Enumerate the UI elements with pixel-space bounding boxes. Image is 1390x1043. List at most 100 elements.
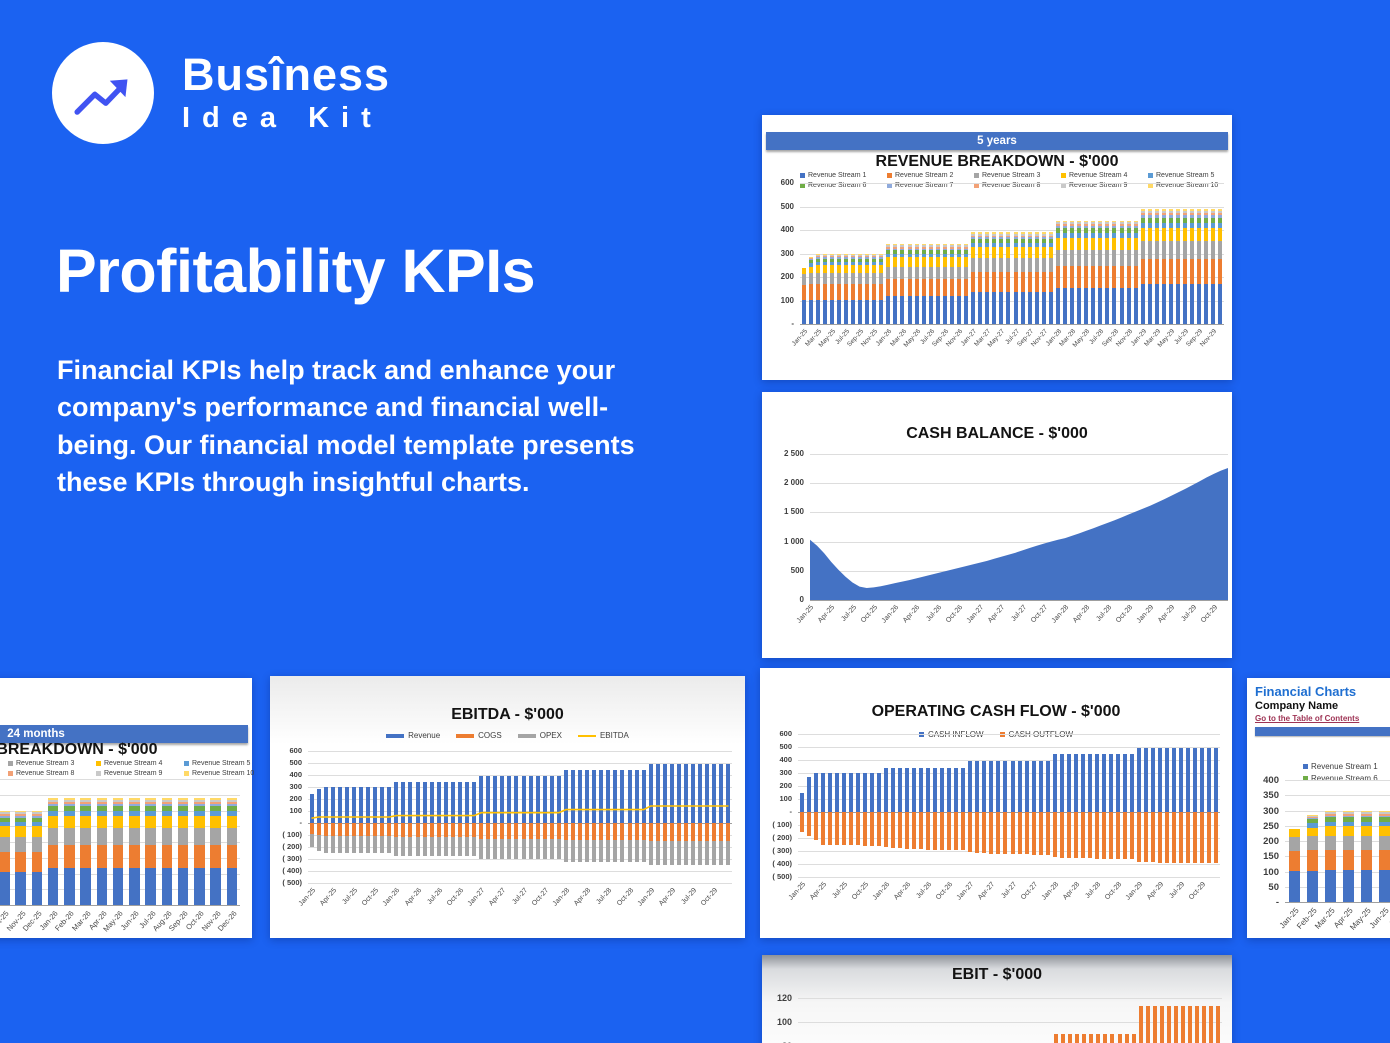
bar-segment [865, 273, 870, 285]
gridline [798, 864, 1220, 865]
bar-segment [942, 266, 947, 279]
bar-segment [129, 815, 140, 828]
bar-segment [177, 868, 189, 905]
bar-segment [893, 248, 898, 251]
bar-positive [719, 764, 724, 823]
bar-segment [858, 284, 863, 300]
bar-positive [351, 787, 356, 823]
gridline [1285, 826, 1390, 827]
bar-segment [1020, 243, 1025, 248]
bar-positive [655, 764, 660, 823]
legend-marker [974, 183, 979, 188]
bar-segment [129, 799, 140, 802]
bar-negative [472, 823, 477, 838]
y-axis-label: 300 [780, 249, 794, 258]
bar-segment [1147, 222, 1152, 228]
legend-item: Revenue Stream 8 [8, 770, 96, 777]
bar-segment [1183, 215, 1188, 218]
gridline [810, 454, 1228, 455]
bar-negative [1024, 812, 1029, 855]
bar-segment [985, 235, 990, 238]
bar-segment [1147, 217, 1152, 223]
bar-segment [1211, 217, 1216, 223]
bar-segment [1183, 241, 1188, 259]
bar-negative [387, 823, 392, 837]
brand-header: Busîness Idea Kit [52, 42, 390, 144]
bar-segment [985, 239, 990, 244]
bar-segment [1176, 210, 1181, 213]
bar-positive [820, 773, 825, 812]
bar-segment [1091, 228, 1096, 234]
bar-segment [1027, 233, 1032, 236]
bar-negative [827, 812, 832, 845]
bar-segment [1154, 210, 1159, 213]
bar-segment [226, 805, 238, 811]
bar-negative [933, 812, 938, 850]
legend-item: Revenue Stream 5 [1148, 172, 1235, 179]
bar-negative [954, 812, 959, 851]
gridline [308, 847, 732, 848]
bar-segment [971, 247, 976, 259]
bar-negative [337, 823, 342, 837]
bar-segment [992, 258, 997, 273]
bar-positive [1059, 754, 1064, 812]
bar-segment [1119, 220, 1124, 223]
bar-segment [1140, 210, 1145, 213]
bar-segment [1055, 265, 1060, 289]
bar-negative [655, 841, 660, 865]
plot-area [1285, 780, 1390, 903]
plot-area [308, 751, 732, 884]
bar-segment [808, 257, 813, 258]
y-axis-label: 250 [1263, 821, 1279, 832]
bar-segment [15, 872, 26, 905]
bar-segment [914, 248, 919, 251]
bar-segment [1169, 210, 1173, 213]
bar-segment [80, 805, 91, 811]
bar-segment [210, 844, 221, 869]
table-of-contents-link[interactable]: Go to the Table of Contents [1255, 714, 1360, 723]
bar-segment [971, 235, 976, 238]
bar-segment [0, 821, 10, 827]
bar-segment [1034, 232, 1039, 234]
bar-segment [1119, 233, 1124, 238]
bar-segment [1041, 247, 1046, 259]
bar-segment [1197, 212, 1202, 216]
bar-segment [808, 258, 813, 260]
bar-segment [1055, 220, 1060, 223]
bar-positive [337, 787, 342, 823]
bar-segment [1169, 212, 1173, 216]
bar-negative [599, 823, 604, 840]
stacked-bar [1154, 208, 1159, 324]
bar-segment [1098, 220, 1103, 223]
bar-segment [879, 262, 884, 266]
bar-segment [1140, 215, 1145, 218]
bar-segment [928, 244, 933, 246]
bar-segment [1048, 247, 1053, 259]
bar-negative [712, 841, 717, 865]
bar-segment [1063, 222, 1067, 225]
bar-segment [1342, 817, 1354, 822]
bar-positive [876, 773, 881, 812]
bar-positive [684, 764, 689, 823]
bar-negative [1151, 812, 1156, 863]
bar-segment [872, 254, 877, 257]
bar-segment [1084, 265, 1089, 289]
bar-positive [443, 782, 448, 823]
bar-positive [1080, 754, 1085, 812]
bar-segment [1126, 222, 1131, 225]
y-axis-label: 80 [754, 1041, 792, 1043]
bar-segment [31, 817, 43, 822]
bar-negative [500, 823, 505, 839]
legend-marker [577, 734, 596, 737]
bar-segment [1161, 222, 1166, 228]
gridline [0, 795, 240, 796]
bar-negative [443, 837, 448, 857]
bar-segment [1098, 265, 1103, 289]
bar-segment [1048, 232, 1053, 234]
bar-positive [535, 776, 540, 823]
bar-segment [886, 250, 891, 254]
bar-segment [843, 257, 848, 259]
bar-segment [886, 245, 891, 247]
bar-segment [1147, 241, 1152, 259]
bar [1089, 1034, 1094, 1043]
